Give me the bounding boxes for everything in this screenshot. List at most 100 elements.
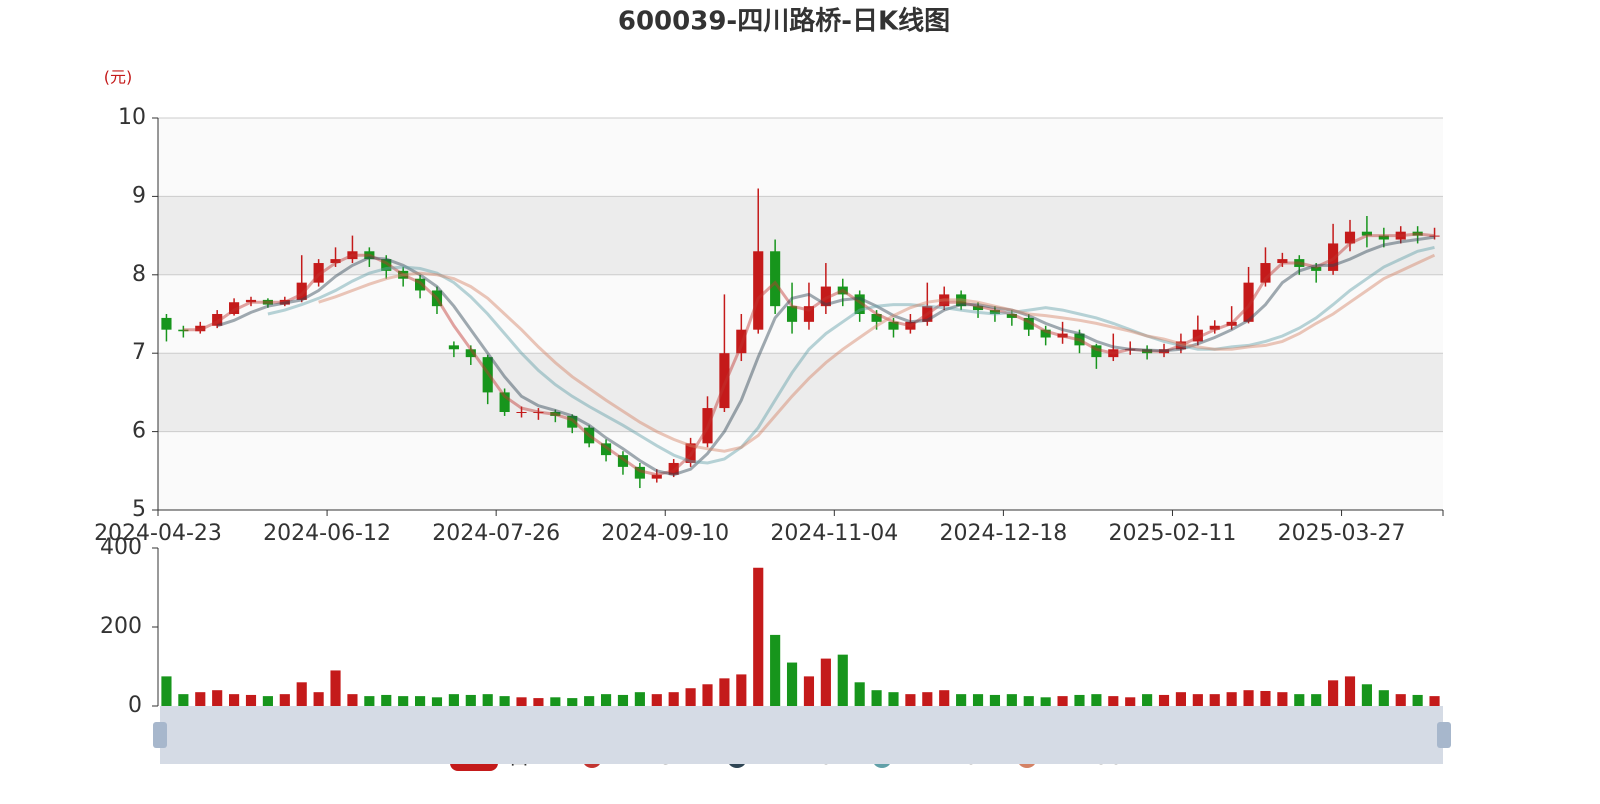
candle-body	[550, 412, 561, 416]
volume-bar	[1378, 690, 1389, 706]
volume-bar	[1125, 697, 1136, 706]
volume-tick-label: 400	[100, 535, 142, 560]
volume-bar	[178, 694, 189, 706]
volume-bar	[1361, 684, 1372, 706]
volume-bar	[550, 697, 561, 706]
split-area	[158, 431, 1443, 510]
candle-body	[702, 408, 713, 444]
x-tick-label: 2024-11-04	[770, 521, 898, 546]
candle-body	[516, 412, 527, 413]
x-tick-label: 2025-03-27	[1278, 521, 1406, 546]
y-tick-label: 6	[132, 419, 146, 444]
volume-bar	[989, 694, 1001, 706]
volume-bar	[1006, 694, 1017, 706]
split-area	[158, 118, 1443, 197]
split-area	[158, 353, 1443, 432]
volume-bar	[956, 694, 967, 706]
candle-body	[1091, 345, 1102, 358]
candle-body	[567, 415, 578, 428]
split-area	[158, 196, 1443, 275]
ma-line	[318, 253, 1436, 453]
candle-body	[989, 310, 1001, 314]
volume-bar	[364, 696, 375, 706]
x-tick-label: 2025-02-11	[1109, 521, 1237, 546]
zoom-window[interactable]	[160, 706, 1443, 764]
candle-body	[1277, 259, 1288, 264]
volume-bar	[922, 692, 933, 706]
volume-bar	[1429, 696, 1440, 706]
ma-line	[267, 245, 1435, 465]
volume-bar	[347, 694, 358, 706]
candle-body	[431, 290, 443, 307]
volume-bar	[634, 692, 645, 706]
y-axis-label: (元)	[104, 68, 133, 87]
volume-bar	[1091, 694, 1102, 706]
volume-bar	[719, 678, 730, 706]
candle-body	[533, 412, 544, 413]
volume-bar	[871, 690, 882, 706]
candle-body	[584, 427, 595, 444]
volume-bar	[330, 670, 341, 706]
x-tick-label: 2024-07-26	[432, 521, 560, 546]
candle-body	[1057, 333, 1068, 338]
candle-body	[1361, 231, 1372, 236]
volume-bar	[1192, 694, 1203, 706]
candle-body	[956, 294, 967, 307]
zoom-handle[interactable]	[1437, 722, 1451, 748]
candle-body	[212, 314, 223, 326]
candle-body	[347, 251, 358, 260]
volume-bar	[1260, 690, 1271, 706]
volume-bar	[296, 682, 307, 706]
zoom-handle[interactable]	[153, 722, 167, 748]
x-tick-label: 2024-09-10	[601, 521, 729, 546]
volume-bar	[381, 694, 392, 706]
volume-bar	[279, 694, 290, 706]
candle-body	[1328, 243, 1339, 271]
volume-bar	[1057, 696, 1068, 706]
volume-bar	[533, 698, 544, 706]
candle-body	[1040, 329, 1051, 338]
volume-bar	[1277, 692, 1288, 706]
candle-body	[888, 321, 899, 330]
candle-body	[634, 466, 645, 479]
volume-bar	[398, 696, 409, 706]
volume-bar	[1243, 690, 1254, 706]
volume-bar	[1158, 694, 1170, 706]
candle-body	[195, 325, 206, 332]
x-tick-label: 2024-06-12	[263, 521, 391, 546]
volume-bar	[1311, 694, 1322, 706]
candle-body	[415, 278, 426, 291]
volume-bar	[820, 658, 831, 706]
candle-body	[330, 259, 341, 264]
candle-body	[229, 302, 240, 314]
volume-bar	[567, 698, 578, 706]
candle-body	[1412, 231, 1423, 236]
candle-body	[685, 443, 696, 463]
volume-bar	[786, 662, 798, 706]
candle-body	[465, 349, 476, 358]
volume-bar	[431, 697, 443, 706]
volume-bar	[668, 692, 679, 706]
volume-bar	[1108, 696, 1119, 706]
candle-body	[448, 345, 459, 350]
volume-bar	[837, 654, 848, 706]
volume-bar	[313, 692, 324, 706]
candle-body	[668, 462, 679, 475]
candle-body	[1142, 349, 1153, 354]
volume-bar	[1344, 676, 1356, 706]
volume-bar	[1142, 694, 1153, 706]
candle-body	[820, 286, 831, 307]
candle-body	[651, 474, 662, 479]
zoom-slider[interactable]	[153, 706, 1451, 764]
candle-body	[972, 306, 984, 311]
volume-bar	[1209, 694, 1220, 706]
y-tick-label: 8	[132, 262, 146, 287]
candle-body	[837, 286, 848, 295]
volume-bar	[1074, 694, 1085, 706]
volume-bar	[245, 694, 257, 706]
candle-body	[1395, 231, 1406, 240]
volume-bar	[617, 694, 629, 706]
candle-body	[262, 299, 273, 305]
candle-body	[398, 270, 409, 279]
